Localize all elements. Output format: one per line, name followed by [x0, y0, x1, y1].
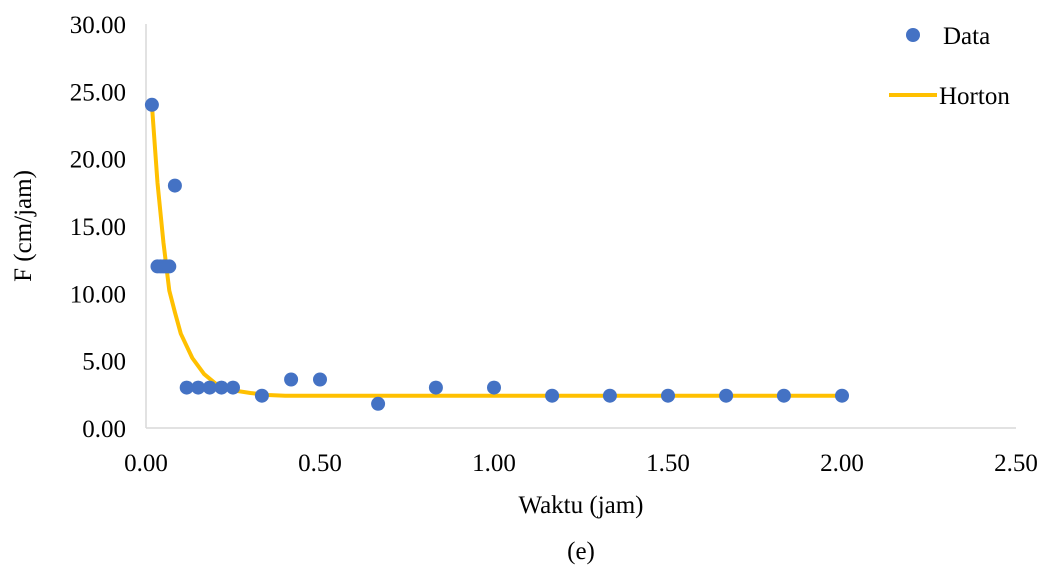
x-axis-title: Waktu (jam) — [518, 492, 643, 519]
data-point — [179, 380, 194, 395]
y-tick-label: 5.00 — [82, 349, 126, 376]
y-tick-label: 0.00 — [82, 416, 126, 443]
x-tick-label: 0.00 — [124, 450, 168, 477]
data-point — [835, 388, 849, 403]
data-point — [254, 388, 269, 403]
x-tick-label: 1.00 — [472, 450, 516, 477]
y-tick-label: 25.00 — [70, 79, 126, 106]
data-point — [776, 388, 791, 403]
horton-curve — [149, 102, 844, 398]
legend-data-label: Data — [943, 23, 990, 50]
y-tick-label: 10.00 — [70, 281, 126, 308]
legend-horton-label: Horton — [939, 83, 1010, 110]
data-point — [226, 380, 240, 395]
legend: Data Horton — [889, 23, 1010, 110]
y-tick-label: 20.00 — [70, 147, 126, 174]
x-tick-label: 1.50 — [646, 450, 690, 477]
data-point — [545, 388, 560, 403]
y-tick-label: 30.00 — [70, 12, 126, 39]
data-point — [428, 380, 443, 395]
figure-caption: (e) — [567, 538, 595, 565]
data-point — [191, 380, 206, 395]
y-axis-title: F (cm/jam) — [10, 170, 37, 282]
data-point — [162, 259, 177, 274]
x-tick-labels: 0.00 0.50 1.00 1.50 2.00 2.50 — [124, 450, 1038, 477]
x-tick-label: 0.50 — [298, 450, 342, 477]
horton-line-layer — [149, 102, 844, 398]
data-points-layer — [144, 97, 849, 411]
data-point — [284, 372, 299, 387]
data-point — [167, 178, 182, 193]
data-point — [214, 380, 229, 395]
x-tick-label: 2.00 — [820, 450, 864, 477]
data-point — [371, 396, 386, 411]
x-tick-label: 2.50 — [994, 450, 1038, 477]
y-tick-label: 15.00 — [70, 214, 126, 241]
data-point — [144, 97, 159, 112]
legend-data-marker — [906, 28, 920, 42]
data-point — [719, 388, 734, 403]
data-point — [661, 388, 675, 403]
data-point — [202, 380, 217, 395]
data-point — [487, 380, 501, 395]
data-point — [602, 388, 617, 403]
y-tick-labels: 0.00 5.00 10.00 15.00 20.00 25.00 30.00 — [70, 12, 126, 443]
data-point — [313, 372, 327, 387]
